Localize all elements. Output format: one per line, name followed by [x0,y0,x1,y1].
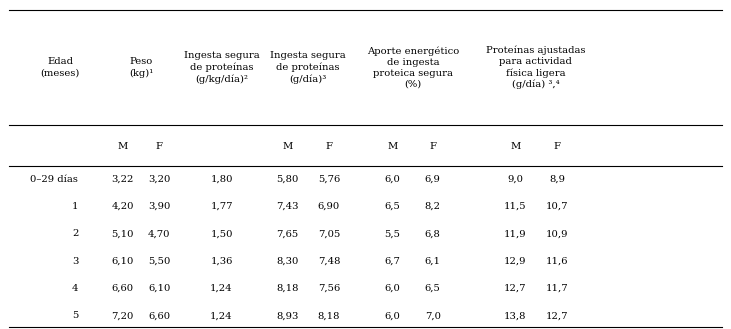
Text: 1: 1 [72,202,78,211]
Text: 4,20: 4,20 [112,202,134,211]
Text: 5,80: 5,80 [276,175,298,184]
Text: 3,20: 3,20 [148,175,170,184]
Text: 11,9: 11,9 [504,229,526,239]
Text: 7,0: 7,0 [425,311,441,320]
Text: 8,2: 8,2 [425,202,441,211]
Text: 1,36: 1,36 [211,257,232,266]
Text: 12,7: 12,7 [546,311,568,320]
Text: 8,9: 8,9 [549,175,565,184]
Text: 7,65: 7,65 [276,229,298,239]
Text: 5,76: 5,76 [318,175,340,184]
Text: 6,10: 6,10 [112,257,134,266]
Text: 6,9: 6,9 [425,175,441,184]
Text: 0–29 días: 0–29 días [31,175,78,184]
Text: F: F [429,142,436,151]
Text: 12,9: 12,9 [504,257,526,266]
Text: Ingesta segura
de proteínas
(g/kg/día)²: Ingesta segura de proteínas (g/kg/día)² [183,51,260,84]
Text: M: M [282,142,292,151]
Text: 5,5: 5,5 [385,229,401,239]
Text: 6,7: 6,7 [385,257,401,266]
Text: 6,60: 6,60 [112,284,134,293]
Text: 8,30: 8,30 [276,257,298,266]
Text: M: M [387,142,398,151]
Text: 1,50: 1,50 [211,229,232,239]
Text: 10,7: 10,7 [546,202,568,211]
Text: 6,0: 6,0 [385,284,401,293]
Text: 6,90: 6,90 [318,202,340,211]
Text: Ingesta segura
de proteínas
(g/día)³: Ingesta segura de proteínas (g/día)³ [270,51,346,84]
Text: 11,5: 11,5 [504,202,526,211]
Text: Aporte energético
de ingesta
proteica segura
(%): Aporte energético de ingesta proteica se… [367,46,459,89]
Text: 1,77: 1,77 [211,202,232,211]
Text: Edad
(meses): Edad (meses) [40,57,80,78]
Text: 6,10: 6,10 [148,284,170,293]
Text: 8,18: 8,18 [318,311,340,320]
Text: 7,05: 7,05 [318,229,340,239]
Text: 11,7: 11,7 [546,284,568,293]
Text: 3,22: 3,22 [112,175,134,184]
Text: 6,1: 6,1 [425,257,441,266]
Text: 4,70: 4,70 [148,229,170,239]
Text: 8,93: 8,93 [276,311,298,320]
Text: F: F [553,142,561,151]
Text: 7,43: 7,43 [276,202,298,211]
Text: 6,0: 6,0 [385,175,401,184]
Text: 2: 2 [72,229,78,239]
Text: 13,8: 13,8 [504,311,526,320]
Text: 7,20: 7,20 [112,311,134,320]
Text: 10,9: 10,9 [546,229,568,239]
Text: 6,0: 6,0 [385,311,401,320]
Text: 3: 3 [72,257,78,266]
Text: 6,5: 6,5 [425,284,441,293]
Text: 4: 4 [72,284,78,293]
Text: 3,90: 3,90 [148,202,170,211]
Text: 1,80: 1,80 [211,175,232,184]
Text: 11,6: 11,6 [546,257,568,266]
Text: 1,24: 1,24 [211,284,232,293]
Text: Peso
(kg)¹: Peso (kg)¹ [129,57,154,78]
Text: 7,48: 7,48 [318,257,340,266]
Text: 6,5: 6,5 [385,202,401,211]
Text: 7,56: 7,56 [318,284,340,293]
Text: F: F [325,142,333,151]
Text: 6,60: 6,60 [148,311,170,320]
Text: M: M [118,142,128,151]
Text: 5,50: 5,50 [148,257,170,266]
Text: M: M [510,142,520,151]
Text: 8,18: 8,18 [276,284,298,293]
Text: 9,0: 9,0 [507,175,523,184]
Text: 5: 5 [72,311,78,320]
Text: 6,8: 6,8 [425,229,441,239]
Text: 12,7: 12,7 [504,284,526,293]
Text: 5,10: 5,10 [112,229,134,239]
Text: Proteínas ajustadas
para actividad
física ligera
(g/día) ³,⁴: Proteínas ajustadas para actividad físic… [486,45,586,89]
Text: 1,24: 1,24 [211,311,232,320]
Text: F: F [156,142,163,151]
